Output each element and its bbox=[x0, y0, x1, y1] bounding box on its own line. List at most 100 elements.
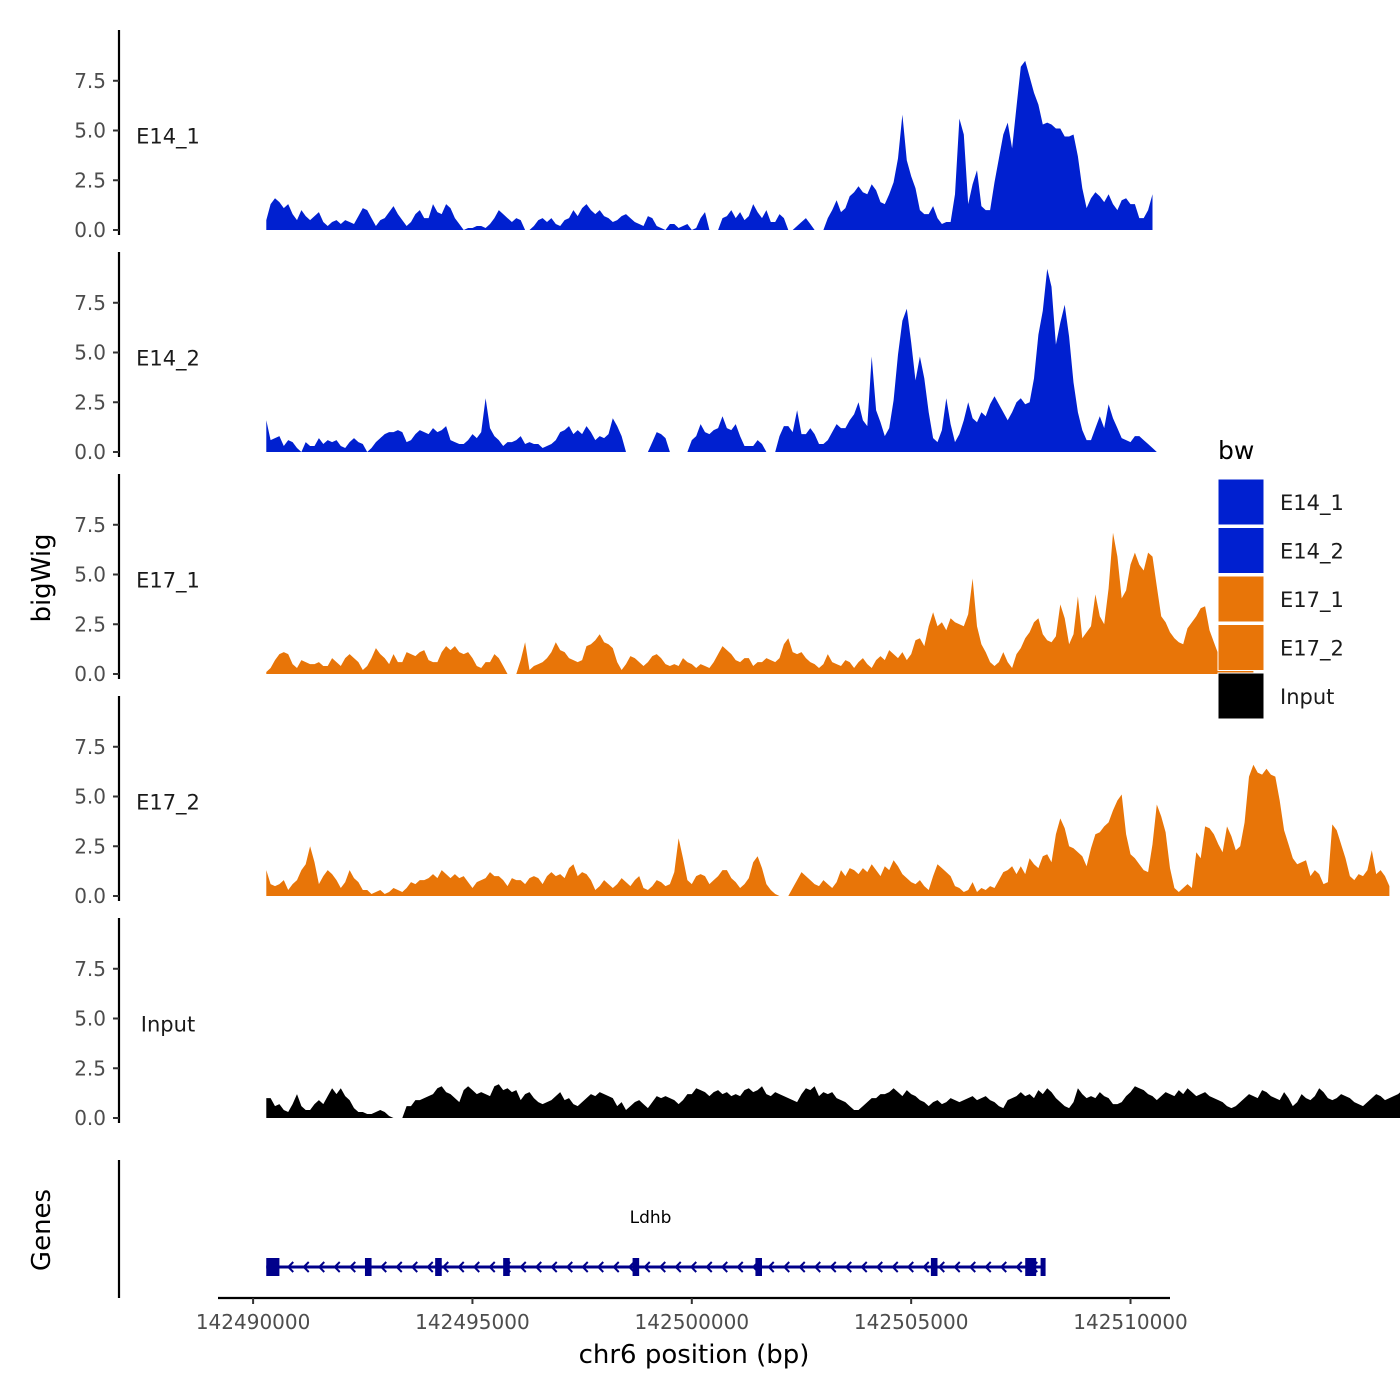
strand-chevron bbox=[348, 1261, 356, 1273]
strand-chevron bbox=[798, 1261, 806, 1273]
track-e14-1: 0.0 2.5 5.0 7.5 E14_1 bbox=[74, 30, 1153, 242]
legend: bw E14_1 E14_2 E17_1 E17_2 Input bbox=[1217, 436, 1344, 720]
strand-chevron bbox=[906, 1261, 914, 1273]
strand-chevron bbox=[829, 1261, 837, 1273]
strand-chevron bbox=[953, 1261, 961, 1273]
strand-chevron bbox=[720, 1261, 728, 1273]
gene-exon bbox=[930, 1258, 938, 1276]
x-axis: 142490000 142495000 142500000 142505000 1425… bbox=[196, 1296, 1188, 1334]
strand-chevron bbox=[441, 1261, 449, 1273]
legend-swatch bbox=[1217, 624, 1265, 671]
gene-exon bbox=[266, 1258, 280, 1276]
y-tick-label: 0.0 bbox=[74, 218, 106, 242]
y-tick-label: 7.5 bbox=[74, 291, 106, 315]
coverage-area bbox=[266, 764, 1390, 896]
strand-chevron bbox=[1015, 1261, 1023, 1273]
strand-chevron bbox=[612, 1261, 620, 1273]
legend-entry-label: E14_2 bbox=[1280, 540, 1344, 565]
y-axis-title: bigWig bbox=[27, 533, 57, 622]
strand-chevron bbox=[875, 1261, 883, 1273]
strand-chevron bbox=[705, 1261, 713, 1273]
y-tick-label: 0.0 bbox=[74, 440, 106, 464]
coverage-area bbox=[266, 532, 1254, 674]
strand-chevron bbox=[674, 1261, 682, 1273]
strand-chevron bbox=[395, 1261, 403, 1273]
y-tick-label: 7.5 bbox=[74, 513, 106, 537]
gene-exon bbox=[755, 1258, 762, 1276]
strand-chevron bbox=[844, 1261, 852, 1273]
legend-entry-label: E14_1 bbox=[1280, 491, 1344, 516]
gene-exon bbox=[632, 1258, 640, 1276]
y-tick-label: 5.0 bbox=[74, 563, 106, 587]
y-tick-label: 7.5 bbox=[74, 69, 106, 93]
track-label: E14_1 bbox=[136, 125, 200, 150]
strand-chevron bbox=[658, 1261, 666, 1273]
strand-chevron bbox=[472, 1261, 480, 1273]
x-tick-label: 142500000 bbox=[635, 1310, 750, 1334]
gene-exon bbox=[364, 1258, 372, 1276]
gene-exon bbox=[1025, 1258, 1037, 1276]
strand-chevron bbox=[379, 1261, 387, 1273]
strand-chevron bbox=[550, 1261, 558, 1273]
strand-chevron bbox=[457, 1261, 465, 1273]
legend-entry-label: E17_2 bbox=[1280, 637, 1344, 662]
y-tick-label: 7.5 bbox=[74, 957, 106, 981]
legend-swatch bbox=[1217, 575, 1265, 623]
y-tick-label: 5.0 bbox=[74, 1007, 106, 1031]
strand-chevron bbox=[581, 1261, 589, 1273]
strand-chevron bbox=[689, 1261, 697, 1273]
y-tick-label: 5.0 bbox=[74, 785, 106, 809]
signal-tracks: 0.0 2.5 5.0 7.5 E14_1 0.0 2.5 5.0 7.5 E14_2 0.0 2.5… bbox=[74, 30, 1400, 1130]
gene-exon bbox=[1040, 1258, 1046, 1276]
strand-chevron bbox=[565, 1261, 573, 1273]
strand-chevron bbox=[286, 1261, 294, 1273]
strand-chevron bbox=[860, 1261, 868, 1273]
track-label: E17_2 bbox=[136, 791, 200, 816]
strand-chevron bbox=[534, 1261, 542, 1273]
genes-axis-title: Genes bbox=[27, 1189, 57, 1271]
coverage-area bbox=[266, 60, 1153, 231]
y-tick-label: 2.5 bbox=[74, 1056, 106, 1080]
gene-exon bbox=[435, 1258, 442, 1276]
gene-exon bbox=[503, 1258, 510, 1276]
y-tick-label: 0.0 bbox=[74, 1106, 106, 1130]
strand-chevron bbox=[968, 1261, 976, 1273]
track-e14-2: 0.0 2.5 5.0 7.5 E14_2 bbox=[74, 252, 1157, 464]
y-tick-label: 2.5 bbox=[74, 390, 106, 414]
strand-chevron bbox=[999, 1261, 1007, 1273]
y-tick-label: 2.5 bbox=[74, 168, 106, 192]
strand-chevron bbox=[410, 1261, 418, 1273]
strand-chevron bbox=[813, 1261, 821, 1273]
strand-chevron bbox=[488, 1261, 496, 1273]
legend-entry-label: E17_1 bbox=[1280, 588, 1344, 613]
x-tick-label: 142490000 bbox=[196, 1310, 311, 1334]
y-tick-label: 2.5 bbox=[74, 612, 106, 636]
legend-swatch bbox=[1217, 478, 1265, 526]
strand-chevron bbox=[782, 1261, 790, 1273]
strand-chevron bbox=[736, 1261, 744, 1273]
y-tick-label: 5.0 bbox=[74, 119, 106, 143]
track-label: E14_2 bbox=[136, 347, 200, 372]
y-tick-label: 0.0 bbox=[74, 662, 106, 686]
legend-entry-label: Input bbox=[1280, 685, 1334, 709]
y-tick-label: 7.5 bbox=[74, 735, 106, 759]
gene-name-label: Ldhb bbox=[630, 1208, 672, 1228]
strand-chevron bbox=[317, 1261, 325, 1273]
x-tick-label: 142495000 bbox=[415, 1310, 530, 1334]
y-tick-label: 2.5 bbox=[74, 834, 106, 858]
legend-swatch bbox=[1217, 527, 1265, 574]
y-tick-label: 5.0 bbox=[74, 341, 106, 365]
strand-chevron bbox=[937, 1261, 945, 1273]
strand-chevron bbox=[333, 1261, 341, 1273]
strand-chevron bbox=[596, 1261, 604, 1273]
x-axis-title: chr6 position (bp) bbox=[579, 1340, 810, 1370]
track-e17-1: 0.0 2.5 5.0 7.5 E17_1 bbox=[74, 474, 1254, 686]
legend-title: bw bbox=[1218, 436, 1254, 465]
coverage-area bbox=[266, 1084, 1400, 1118]
strand-chevron bbox=[767, 1261, 775, 1273]
legend-swatch bbox=[1217, 672, 1265, 720]
strand-chevron bbox=[643, 1261, 651, 1273]
strand-chevron bbox=[891, 1261, 899, 1273]
track-input: 0.0 2.5 5.0 7.5 Input bbox=[74, 918, 1400, 1130]
